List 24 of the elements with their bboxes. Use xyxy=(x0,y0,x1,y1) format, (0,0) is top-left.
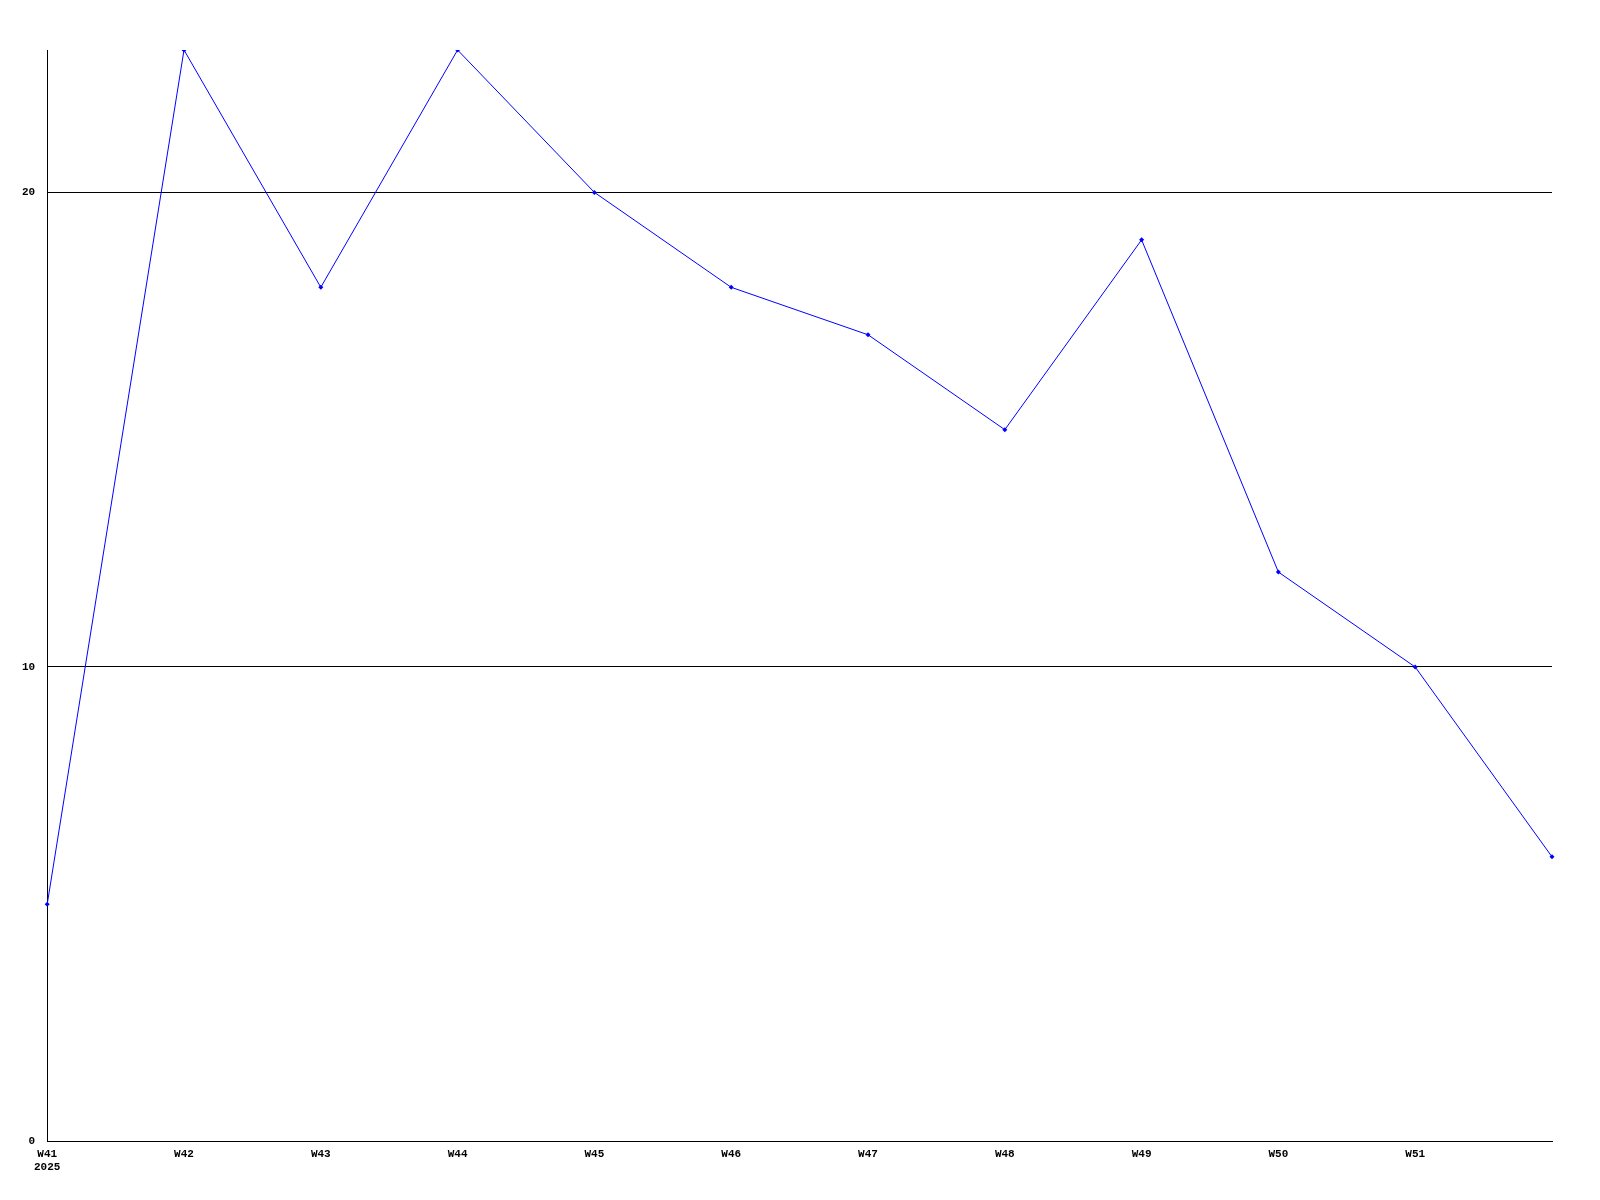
x-tick-label: W48 xyxy=(994,1147,1016,1160)
x-tick-label: W41 2025 xyxy=(34,1147,61,1174)
x-tick-label: W45 xyxy=(584,1147,605,1160)
point xyxy=(1139,237,1145,243)
point xyxy=(1412,664,1418,670)
y-tick-label: 20 xyxy=(22,186,36,199)
x-tick-label: W44 xyxy=(447,1147,468,1160)
x-tick-label: W46 xyxy=(721,1147,742,1160)
x-tick-label: W42 xyxy=(174,1147,194,1160)
point xyxy=(591,189,597,195)
point xyxy=(728,284,734,290)
point xyxy=(318,284,324,290)
x-tick-label: W49 xyxy=(1131,1147,1152,1160)
x-tick-label: W51 xyxy=(1405,1147,1426,1160)
point xyxy=(865,332,871,338)
y-tick-label: 0 xyxy=(28,1135,36,1148)
point xyxy=(1549,854,1555,860)
y-tick-label: 10 xyxy=(22,660,36,673)
point xyxy=(44,901,50,907)
x-tick-label: W47 xyxy=(858,1147,878,1160)
x-tick-label: W43 xyxy=(310,1147,332,1160)
x-tick-label: W50 xyxy=(1268,1147,1289,1160)
point xyxy=(1275,569,1281,575)
point xyxy=(1002,427,1008,433)
